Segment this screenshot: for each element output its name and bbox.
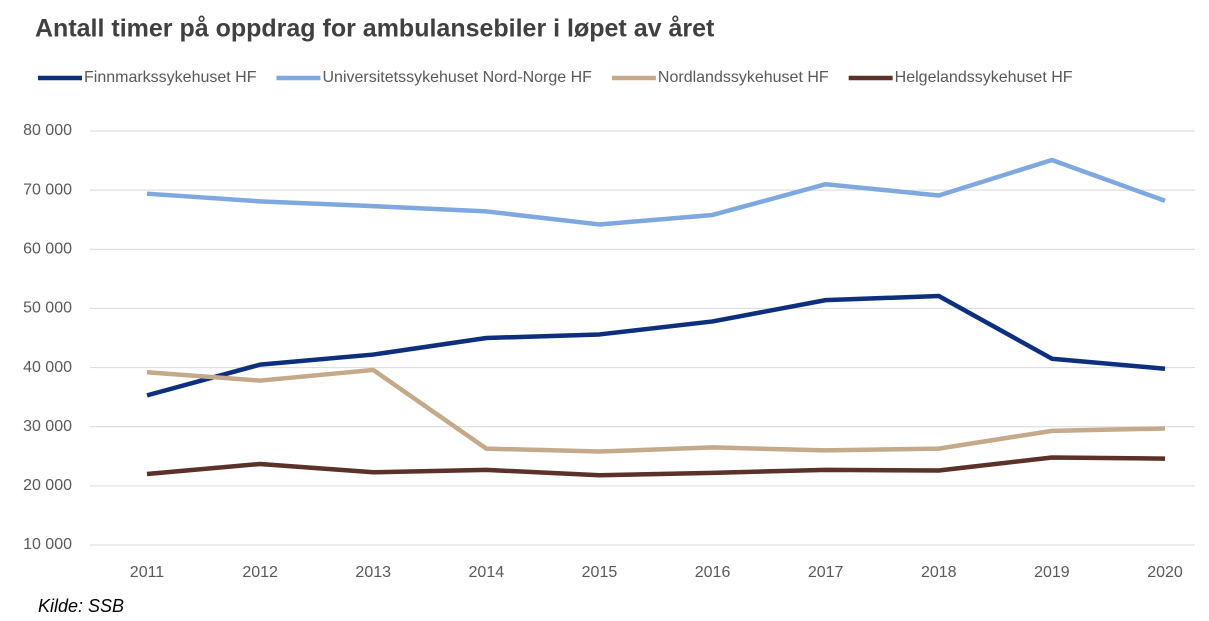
- x-tick-label: 2017: [808, 564, 844, 581]
- x-tick-label: 2014: [469, 564, 505, 581]
- y-tick-label: 30 000: [23, 418, 72, 435]
- series-line: [146, 293, 1166, 398]
- x-tick-label: 2012: [242, 564, 278, 581]
- legend-label: Universitetssykehuset Nord-Norge HF: [323, 69, 593, 86]
- x-tick-label: 2015: [582, 564, 618, 581]
- legend-label: Helgelandssykehuset HF: [895, 69, 1073, 86]
- chart-title: Antall timer på oppdrag for ambulansebil…: [35, 15, 715, 43]
- x-tick-label: 2016: [695, 564, 731, 581]
- x-tick-label: 2018: [921, 564, 957, 581]
- x-tick-label: 2019: [1034, 564, 1070, 581]
- series-line: [146, 157, 1166, 227]
- source-note: Kilde: SSB: [38, 596, 124, 616]
- x-tick-label: 2020: [1147, 564, 1183, 581]
- x-tick-label: 2011: [130, 564, 165, 581]
- y-tick-label: 70 000: [23, 181, 72, 198]
- y-tick-label: 20 000: [23, 477, 72, 494]
- legend-label: Finnmarkssykehuset HF: [84, 69, 257, 86]
- y-tick-label: 50 000: [23, 300, 72, 317]
- y-tick-label: 80 000: [23, 122, 72, 139]
- y-tick-label: 60 000: [23, 241, 72, 258]
- x-tick-label: 2013: [355, 564, 391, 581]
- y-tick-label: 40 000: [23, 359, 72, 376]
- y-tick-label: 10 000: [23, 536, 72, 553]
- legend-label: Nordlandssykehuset HF: [658, 69, 829, 86]
- series-line: [146, 367, 1166, 454]
- series-line: [146, 455, 1166, 478]
